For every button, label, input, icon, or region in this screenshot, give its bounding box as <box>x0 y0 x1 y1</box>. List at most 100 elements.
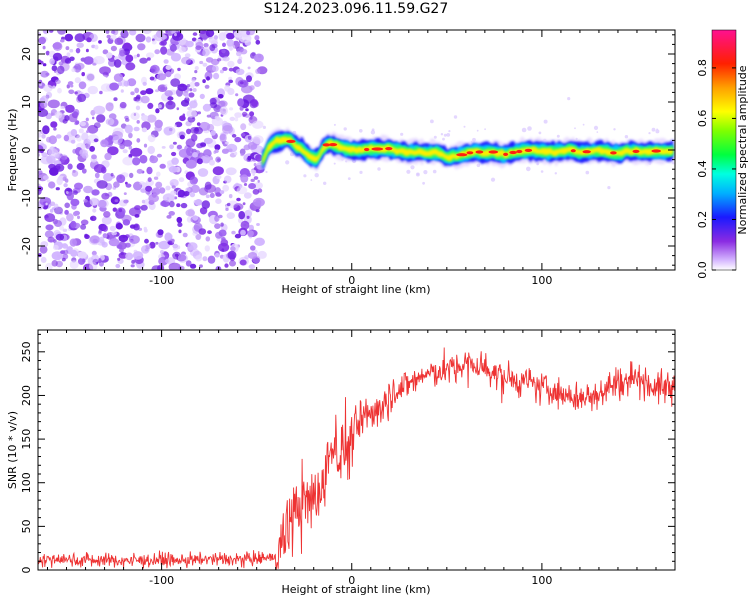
faint-speckle <box>423 170 428 175</box>
noise-blob <box>224 263 229 268</box>
noise-blob <box>199 60 204 65</box>
x-tick-label: -100 <box>149 274 174 287</box>
noise-blob <box>252 255 261 264</box>
noise-blob <box>70 198 80 207</box>
colorbar-tick-label: 0.8 <box>696 59 709 77</box>
noise-blob <box>106 34 111 39</box>
noise-blob <box>76 42 84 48</box>
faint-speckle <box>333 162 336 165</box>
noise-blob <box>94 172 100 179</box>
noise-blob <box>219 69 224 74</box>
noise-blob <box>66 84 71 89</box>
noise-blob <box>237 98 245 107</box>
noise-blob <box>155 89 159 93</box>
noise-blob <box>137 43 146 51</box>
noise-blob <box>75 120 80 125</box>
noise-blob <box>171 30 176 34</box>
noise-blob <box>165 30 169 34</box>
noise-blob <box>141 127 148 133</box>
noise-blob <box>148 194 159 203</box>
noise-blob <box>149 155 159 164</box>
noise-blob <box>38 144 44 153</box>
noise-blob <box>254 237 265 246</box>
noise-blob <box>181 56 191 65</box>
noise-blob <box>145 52 155 59</box>
noise-blob <box>239 33 252 43</box>
noise-blob <box>123 192 127 196</box>
noise-blob <box>201 200 210 209</box>
noise-blob <box>154 49 160 55</box>
noise-blob <box>199 93 205 100</box>
noise-blob <box>105 74 108 78</box>
faint-speckle <box>648 132 651 135</box>
noise-blob <box>54 206 63 215</box>
noise-blob <box>246 215 250 219</box>
noise-blob <box>70 139 76 144</box>
noise-blob <box>135 105 141 111</box>
noise-blob <box>166 215 172 219</box>
figure-title: S124.2023.096.11.59.G27 <box>263 1 449 17</box>
noise-blob <box>215 198 222 204</box>
noise-blob <box>182 232 188 238</box>
noise-blob <box>176 144 182 150</box>
noise-blob <box>143 226 147 231</box>
noise-blob <box>120 30 129 39</box>
noise-blob <box>222 124 233 134</box>
noise-blob <box>86 130 89 134</box>
noise-blob <box>213 35 218 40</box>
noise-blob <box>92 116 95 120</box>
noise-blob <box>156 73 167 81</box>
noise-blob <box>93 138 99 143</box>
spectrogram-x-ticks: -100 0 100 <box>47 30 676 287</box>
noise-blob <box>254 182 263 189</box>
noise-blob <box>189 88 193 92</box>
noise-blob <box>101 192 110 200</box>
noise-blob <box>202 155 211 164</box>
x-tick-label: 0 <box>348 274 355 287</box>
noise-blob <box>252 135 264 145</box>
noise-blob <box>136 120 140 124</box>
noise-blob <box>50 112 54 116</box>
noise-blob <box>183 191 190 197</box>
noise-blob <box>147 134 156 143</box>
noise-blob <box>171 185 176 189</box>
noise-blob <box>38 108 49 117</box>
noise-blob <box>55 134 62 139</box>
faint-speckle <box>333 123 336 126</box>
noise-blob <box>209 159 215 166</box>
faint-speckle <box>574 127 576 130</box>
noise-blob <box>172 141 177 145</box>
noise-blob <box>115 263 121 269</box>
noise-blob <box>93 105 106 115</box>
faint-speckle <box>440 133 444 136</box>
noise-blob <box>170 190 177 196</box>
noise-blob <box>248 183 256 190</box>
noise-blob <box>218 229 227 237</box>
faint-speckle <box>400 132 404 136</box>
noise-blob <box>187 106 193 111</box>
snr-panel: -100 0 100 0 50 100 150 200 250 Height of strai… <box>6 329 676 596</box>
noise-blob <box>62 176 67 181</box>
noise-blob <box>74 91 78 95</box>
noise-blob <box>144 238 149 244</box>
noise-blob <box>234 112 243 118</box>
faint-speckle <box>310 179 313 181</box>
noise-blob <box>54 220 62 227</box>
noise-blob <box>47 99 60 109</box>
noise-blob <box>252 173 255 176</box>
noise-blob <box>74 182 83 190</box>
faint-speckle <box>556 134 560 138</box>
noise-blob <box>194 199 203 206</box>
noise-blob <box>39 197 52 206</box>
noise-blob <box>40 256 47 263</box>
faint-speckle <box>448 130 451 133</box>
noise-blob <box>171 157 179 165</box>
noise-blob <box>191 37 197 42</box>
noise-blob <box>186 128 192 135</box>
noise-blob <box>255 68 261 75</box>
noise-blob <box>120 89 124 93</box>
noise-blob <box>103 172 113 182</box>
noise-blob <box>158 240 170 250</box>
noise-blob <box>65 104 75 113</box>
y-tick-label: 20 <box>20 47 33 61</box>
